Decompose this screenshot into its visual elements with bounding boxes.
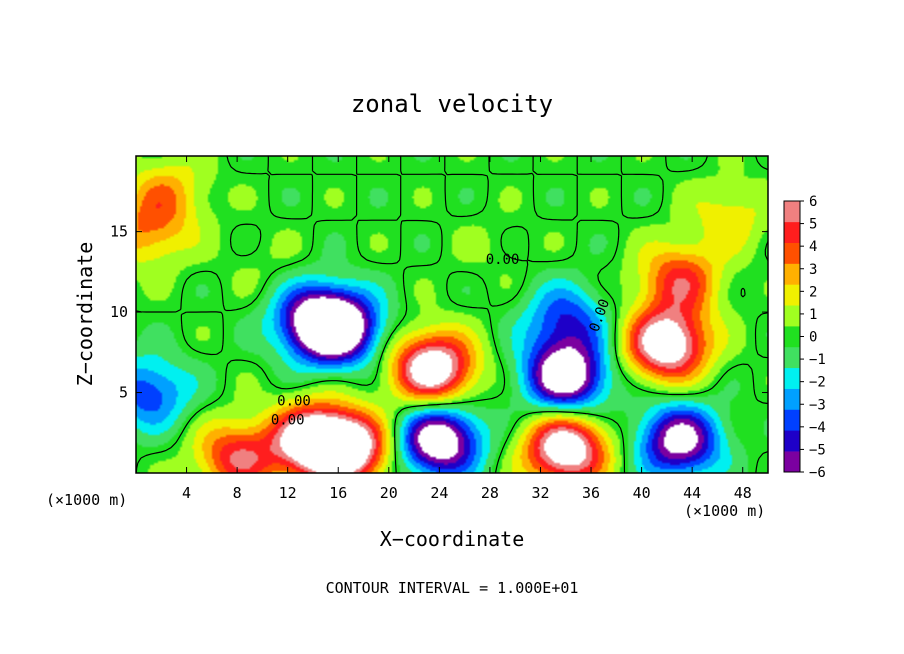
- colorbar-swatch: [784, 346, 800, 369]
- x-tick-label: 48: [734, 484, 752, 502]
- colorbar-swatch: [784, 263, 800, 285]
- colorbar-swatch: [784, 221, 800, 243]
- contour-lines: [136, 156, 768, 473]
- plot-frame: [135, 155, 769, 474]
- colorbar-tick-label: −1: [809, 352, 826, 368]
- x-tick-label: 8: [233, 484, 242, 502]
- x-tick-label: 4: [182, 484, 191, 502]
- x-tick-label: 28: [481, 484, 499, 502]
- y-tick-label: 15: [110, 223, 128, 241]
- colorbar-tick-label: 5: [809, 217, 817, 233]
- contour-label: 0.00: [486, 252, 520, 268]
- x-tick-label: 36: [582, 484, 600, 502]
- colorbar-swatch: [784, 305, 800, 327]
- chart-title: zonal velocity: [351, 90, 553, 118]
- colorbar-tick-label: −4: [809, 420, 826, 436]
- x-tick-label: 16: [329, 484, 347, 502]
- colorbar-swatch: [784, 284, 800, 306]
- colorbar-swatch: [784, 242, 800, 264]
- colorbar-tick-label: −2: [809, 375, 826, 391]
- y-tick-label: 10: [110, 303, 128, 321]
- colorbar-swatch: [784, 451, 800, 473]
- contour-label: 0.00: [277, 393, 311, 409]
- colorbar-swatch: [784, 388, 800, 410]
- x-tick-label: 24: [430, 484, 448, 502]
- x-tick-label: 20: [380, 484, 398, 502]
- x-tick-label: 44: [683, 484, 701, 502]
- x-axis-label: X−coordinate: [380, 527, 525, 551]
- x-tick-label: 32: [531, 484, 549, 502]
- x-unit-left-label: (×1000 m): [46, 491, 127, 509]
- y-axis-label: Z−coordinate: [73, 242, 97, 387]
- zero-contour: [136, 156, 768, 473]
- colorbar-swatch: [784, 201, 800, 223]
- y-tick-label: 5: [119, 384, 128, 402]
- x-tick-label: 12: [279, 484, 297, 502]
- colorbar-tick-label: 4: [809, 239, 817, 255]
- colorbar-swatch: [784, 409, 800, 431]
- colorbar-tick-label: −6: [809, 465, 826, 481]
- colorbar-tick-label: −3: [809, 397, 826, 413]
- colorbar-tick-label: 0: [809, 330, 817, 346]
- colorbar-swatch: [784, 367, 800, 389]
- colorbar-tick-label: 3: [809, 262, 817, 278]
- colorbar-swatch: [784, 430, 800, 452]
- colorbar-tick-label: 6: [809, 194, 817, 210]
- colorbar-tick-label: 1: [809, 307, 817, 323]
- contour-label: 0.00: [271, 413, 305, 429]
- heatmap-field: [136, 156, 768, 473]
- x-unit-right-label: (×1000 m): [684, 502, 765, 520]
- colorbar-tick-label: 2: [809, 284, 817, 300]
- colorbar-swatch: [784, 326, 800, 348]
- colorbar-tick-label: −5: [809, 442, 826, 458]
- contour-interval-note: CONTOUR INTERVAL = 1.000E+01: [326, 579, 579, 597]
- colorbar: 6 5 4 3 2 1 0 −1 −2 −3 −4 −5 −6: [783, 194, 826, 481]
- x-tick-label: 40: [633, 484, 651, 502]
